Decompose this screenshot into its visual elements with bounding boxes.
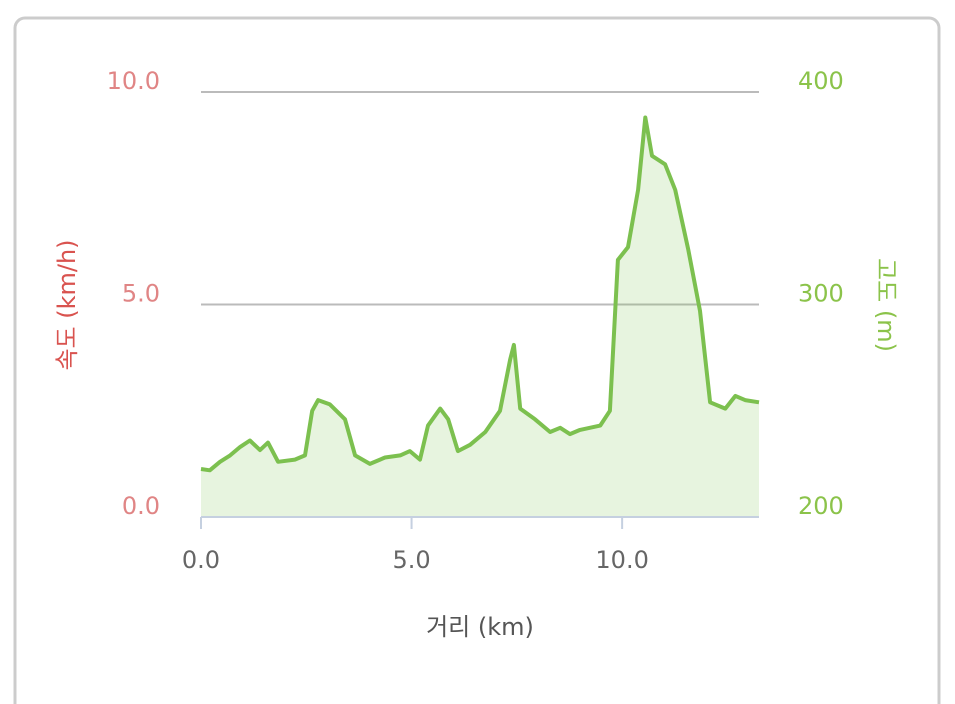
x-axis-title: 거리 (km) (426, 613, 534, 641)
y2-tick-label: 300 (798, 280, 844, 308)
x-tick-label: 5.0 (392, 546, 430, 574)
y-tick-label: 10.0 (107, 67, 160, 95)
x-tick-label: 10.0 (595, 546, 648, 574)
y2-axis-title: 고도 (m) (872, 258, 900, 352)
y-tick-label: 5.0 (122, 280, 160, 308)
line (200, 115, 760, 473)
y-tick-label: 0.0 (122, 492, 160, 520)
card (13, 16, 941, 704)
y2-tick-label: 200 (798, 492, 844, 520)
x-tick-label: 0.0 (182, 546, 220, 574)
y-axis-title: 속도 (km/h) (53, 239, 81, 370)
y2-tick-label: 400 (798, 67, 844, 95)
